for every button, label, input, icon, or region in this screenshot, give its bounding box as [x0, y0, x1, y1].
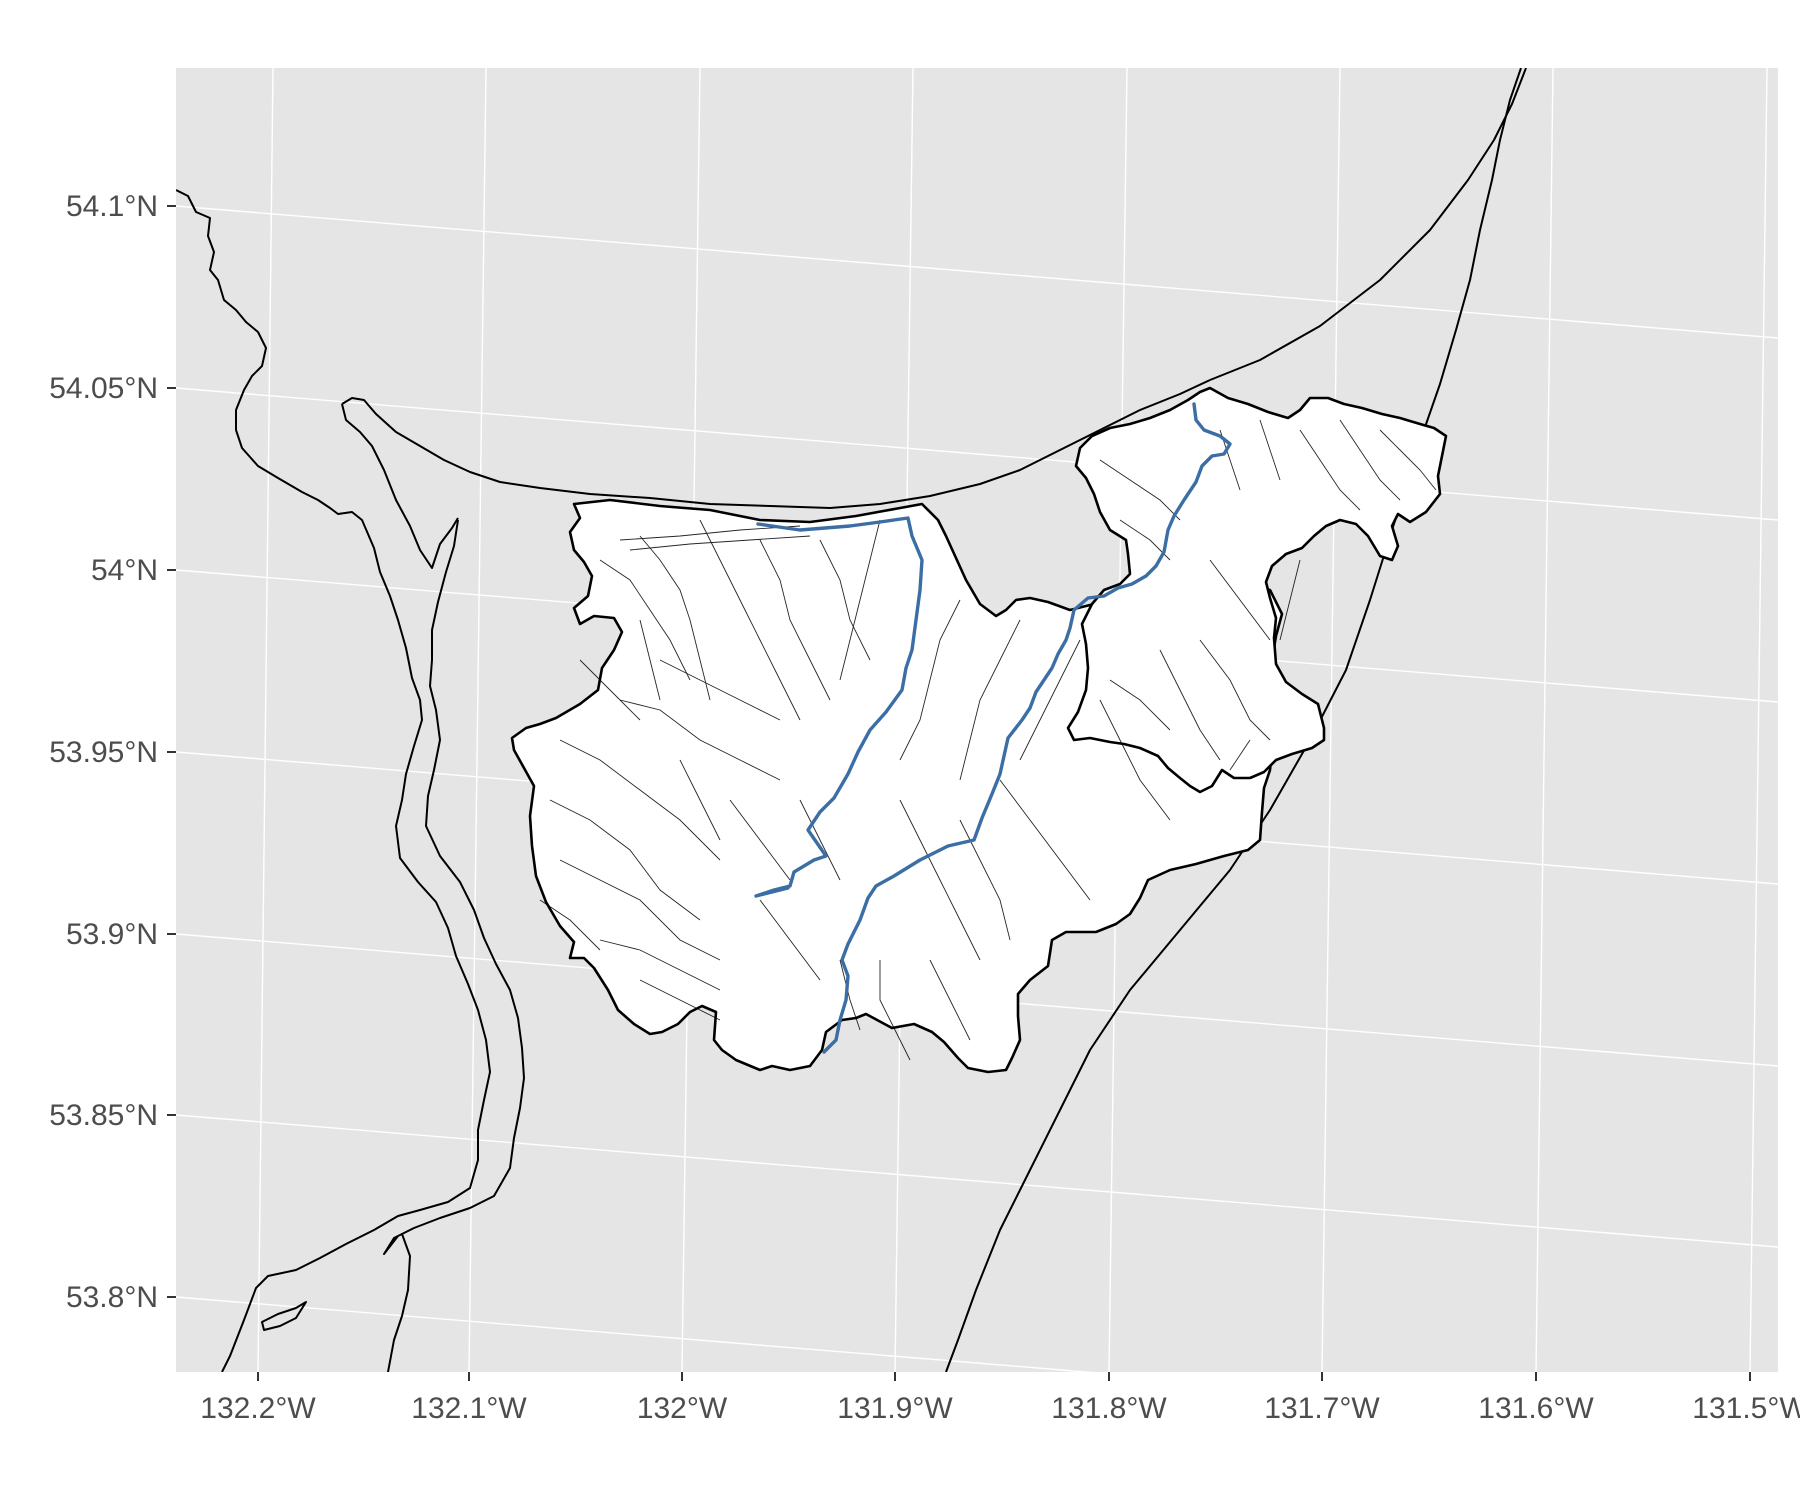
x-tick-label: 131.8°W — [1051, 1392, 1167, 1425]
x-axis — [257, 1372, 1751, 1381]
coastline-island-south — [387, 1233, 411, 1372]
coastline-spit — [341, 379, 1211, 509]
meridian-131.6W — [1535, 68, 1554, 1372]
x-tick-label: 132.1°W — [411, 1392, 527, 1425]
x-tick-label: 131.9°W — [837, 1392, 953, 1425]
x-tick-label: 131.7°W — [1264, 1392, 1380, 1425]
watersheds — [510, 386, 1448, 1074]
coastline-inlet-east — [383, 519, 525, 1255]
coastline-north-arc — [1209, 68, 1527, 381]
x-tick-labels: 132.2°W 132.1°W 132°W 131.9°W 131.8°W 13… — [200, 1392, 1800, 1425]
parallel-53.8N — [176, 1296, 1095, 1372]
coastline-east — [945, 68, 1522, 1372]
x-tick-label: 131.6°W — [1478, 1392, 1594, 1425]
y-tick-label: 53.85°N — [49, 1099, 158, 1132]
coastline-spit-inner — [341, 403, 459, 569]
meridian-131.7W — [1321, 68, 1341, 1372]
y-tick-label: 53.8°N — [66, 1281, 158, 1314]
y-tick-label: 54.1°N — [66, 190, 158, 223]
coastline-west — [176, 189, 491, 1372]
meridian-132.2W — [257, 68, 274, 1372]
main-river-east — [822, 402, 1232, 1054]
y-tick-labels: 54.1°N 54.05°N 54°N 53.95°N 53.9°N 53.85… — [49, 190, 158, 1314]
y-tick-label: 53.9°N — [66, 918, 158, 951]
y-tick-label: 54.05°N — [49, 372, 158, 405]
x-tick-label: 131.5°W — [1692, 1392, 1800, 1425]
x-tick-label: 132°W — [637, 1392, 728, 1425]
x-tick-label: 132.2°W — [200, 1392, 316, 1425]
main-rivers — [754, 402, 1232, 1054]
coastlines — [176, 68, 1527, 1372]
meridian-131.5W — [1749, 68, 1768, 1372]
y-tick-label: 54°N — [91, 554, 158, 587]
coastline-small-island — [261, 1301, 307, 1331]
y-axis — [167, 205, 176, 1298]
meridian-132.1W — [468, 68, 487, 1372]
minor-streams — [539, 419, 1437, 1061]
y-tick-label: 53.95°N — [49, 736, 158, 769]
watershed-east — [1066, 386, 1448, 794]
parallel-54.1N — [176, 205, 1778, 339]
main-river-west — [754, 516, 924, 898]
parallel-53.85N — [176, 1114, 1778, 1248]
parallel-54.05N — [176, 387, 1778, 521]
